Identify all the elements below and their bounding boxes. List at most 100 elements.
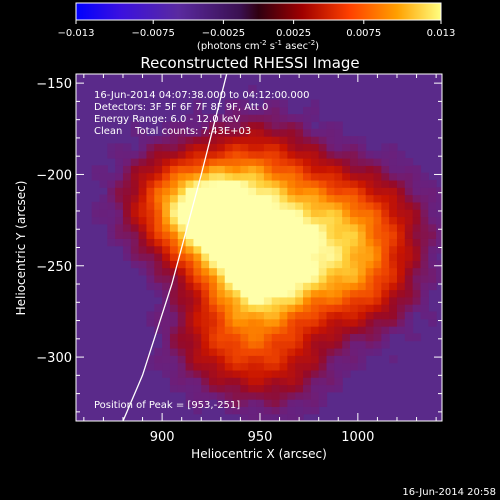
heatmap-cell <box>107 216 116 225</box>
heatmap-cell <box>342 179 351 188</box>
heatmap-cell <box>318 209 328 218</box>
heatmap-cell <box>295 355 304 364</box>
heatmap-cell <box>303 201 312 210</box>
info-line: 16-Jun-2014 04:07:38.000 to 04:12:00.000 <box>94 90 310 101</box>
heatmap-cell <box>303 296 312 305</box>
heatmap-cell <box>240 187 249 196</box>
heatmap-cell <box>209 194 218 203</box>
heatmap-cell <box>146 150 155 159</box>
heatmap-cell <box>310 150 320 159</box>
heatmap-cell <box>279 128 288 137</box>
heatmap-cell <box>310 318 320 327</box>
heatmap-cell <box>295 231 304 239</box>
heatmap-cell <box>177 296 187 305</box>
heatmap-cell <box>177 158 187 166</box>
heatmap-cell <box>240 179 249 188</box>
heatmap-cell <box>263 267 273 276</box>
heatmap-cell <box>232 252 242 261</box>
heatmap-cell <box>248 84 257 93</box>
heatmap-cell <box>303 289 312 298</box>
heatmap-cell <box>216 136 226 144</box>
heatmap-cell <box>381 150 390 159</box>
heatmap-cell <box>154 289 163 298</box>
heatmap-cell <box>216 165 226 174</box>
heatmap-cell <box>404 209 414 218</box>
heatmap-cell <box>365 238 375 247</box>
heatmap-cell <box>334 194 343 203</box>
heatmap-cell <box>193 158 202 166</box>
heatmap-cell <box>248 128 257 137</box>
heatmap-cell <box>404 172 414 181</box>
heatmap-cell <box>107 209 116 218</box>
heatmap-cell <box>287 333 296 342</box>
heatmap-cell <box>107 238 116 247</box>
heatmap-cell <box>240 260 249 269</box>
heatmap-cell <box>248 150 257 159</box>
heatmap-cell <box>279 209 288 218</box>
heatmap-cell <box>326 340 335 349</box>
heatmap-cell <box>216 274 226 283</box>
heatmap-cell <box>396 289 406 298</box>
heatmap-cell <box>263 274 273 283</box>
heatmap-cell <box>381 216 390 225</box>
heatmap-cell <box>216 187 226 196</box>
heatmap-cell <box>162 231 171 239</box>
heatmap-cell <box>381 340 390 349</box>
heatmap-cell <box>201 377 210 386</box>
heatmap-cell <box>342 209 351 218</box>
heatmap-cell <box>357 231 367 239</box>
heatmap-cell <box>248 369 257 378</box>
heatmap-cell <box>263 179 273 188</box>
heatmap-cell <box>130 194 140 203</box>
heatmap-cell <box>224 114 234 123</box>
heatmap-cell <box>209 136 218 144</box>
heatmap-cell <box>216 311 226 320</box>
heatmap-cell <box>232 187 242 196</box>
heatmap-cell <box>193 282 202 291</box>
heatmap-cell <box>342 136 351 144</box>
heatmap-cell <box>154 238 163 247</box>
heatmap-cell <box>162 238 171 247</box>
heatmap-cell <box>154 355 163 364</box>
heatmap-cell <box>303 399 312 407</box>
heatmap-cell <box>216 223 226 232</box>
heatmap-cell <box>224 318 234 327</box>
heatmap-cell <box>420 187 429 196</box>
heatmap-cell <box>334 201 343 210</box>
heatmap-cell <box>295 187 304 196</box>
heatmap-cell <box>365 289 375 298</box>
heatmap-cell <box>303 106 312 115</box>
heatmap-cell <box>122 238 132 247</box>
info-line: Clean Total counts: 7.43E+03 <box>94 126 251 137</box>
heatmap-cell <box>216 267 226 276</box>
heatmap-cell <box>318 282 328 291</box>
heatmap-cell <box>295 333 304 342</box>
heatmap-cell <box>256 136 265 144</box>
heatmap-cell <box>169 362 179 371</box>
heatmap-cell <box>224 355 234 364</box>
heatmap-cell <box>240 391 249 400</box>
heatmap-cell <box>326 136 335 144</box>
heatmap-cell <box>248 216 257 225</box>
heatmap-cell <box>177 362 187 371</box>
heatmap-cell <box>169 165 179 174</box>
heatmap-cell <box>209 318 218 327</box>
heatmap-cell <box>287 201 296 210</box>
heatmap-cell <box>350 245 359 254</box>
heatmap-cell <box>350 201 359 210</box>
heatmap-cell <box>185 340 195 349</box>
heatmap-cell <box>240 377 249 386</box>
heatmap-cell <box>162 267 171 276</box>
heatmap-cell <box>138 245 148 254</box>
heatmap-cell <box>209 128 218 137</box>
heatmap-cell <box>256 282 265 291</box>
heatmap-cell <box>271 282 281 291</box>
heatmap-cell <box>295 201 304 210</box>
heatmap-cell <box>216 260 226 269</box>
heatmap-cell <box>373 158 382 166</box>
heatmap-cell <box>279 179 288 188</box>
heatmap-cell <box>279 296 288 305</box>
heatmap-cell <box>263 245 273 254</box>
heatmap-cell <box>99 201 108 210</box>
heatmap-cell <box>357 165 367 174</box>
